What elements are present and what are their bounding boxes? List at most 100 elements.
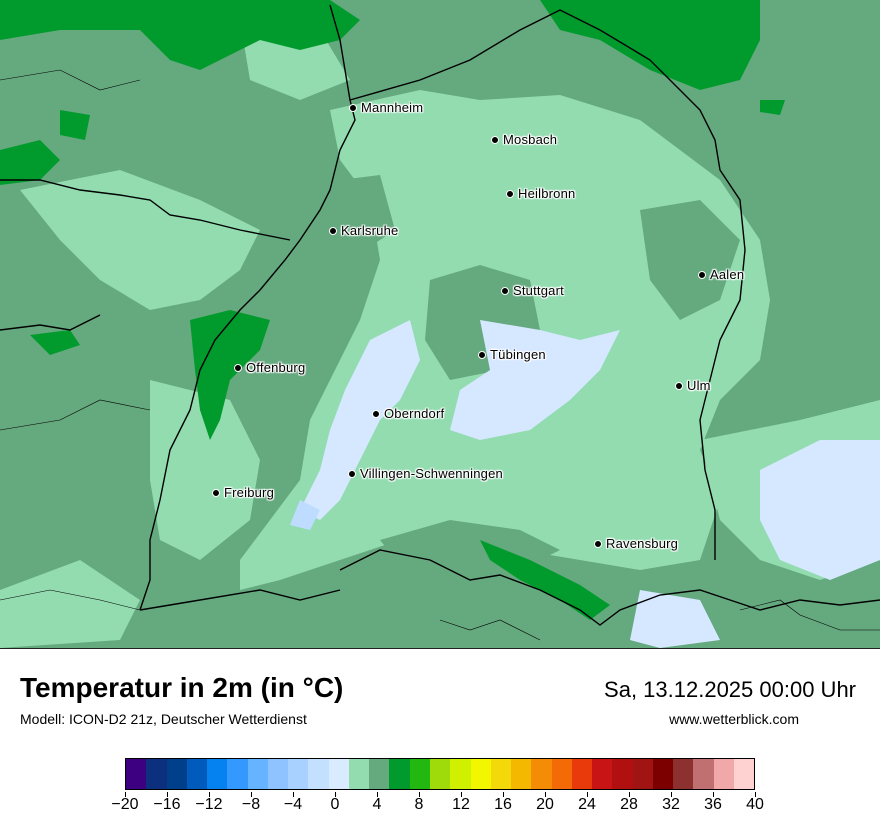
legend-tick-mark — [755, 792, 756, 797]
legend-swatch — [652, 759, 674, 789]
legend-tick-mark — [335, 792, 336, 797]
city-label: Mosbach — [503, 132, 558, 147]
legend-swatch — [207, 759, 228, 789]
city-marker-icon — [491, 135, 499, 144]
legend-tick-label: 0 — [330, 796, 340, 813]
legend-tick-label: −20 — [111, 796, 139, 813]
model-subtitle: Modell: ICON-D2 21z, Deutscher Wetterdie… — [20, 711, 307, 727]
legend-tick-label: 40 — [746, 796, 764, 813]
legend-swatch — [673, 759, 694, 789]
legend-tick-label: 28 — [620, 796, 638, 813]
legend-swatch — [551, 759, 572, 789]
city-marker-icon — [212, 488, 220, 497]
legend-tick-label: 24 — [578, 796, 596, 813]
legend-tick-mark — [167, 792, 168, 797]
legend-swatch — [389, 759, 410, 789]
city-marker-icon — [348, 469, 356, 478]
legend-swatch — [166, 759, 187, 789]
legend-swatch — [308, 759, 329, 789]
legend-swatch — [733, 759, 755, 789]
legend-tick-label: −4 — [283, 796, 303, 813]
city-karlsruhe: Karlsruhe — [329, 223, 398, 238]
city-marker-icon — [594, 539, 602, 548]
city-stuttgart: Stuttgart — [501, 283, 564, 298]
legend-tick-mark — [545, 792, 546, 797]
legend-tick-mark — [713, 792, 714, 797]
legend-tick-label: −16 — [153, 796, 181, 813]
city-label: Mannheim — [361, 100, 424, 115]
city-marker-icon — [234, 363, 242, 372]
city-label: Freiburg — [224, 485, 275, 500]
legend-swatch — [328, 759, 349, 789]
city-marker-icon — [501, 286, 509, 295]
legend-tick-label: 20 — [536, 796, 554, 813]
legend-tick-label: 32 — [662, 796, 680, 813]
legend-swatch — [186, 759, 208, 789]
city-aalen: Aalen — [698, 267, 744, 282]
legend-swatch — [592, 759, 613, 789]
legend-swatch — [470, 759, 491, 789]
legend-tick-mark — [671, 792, 672, 797]
legend-swatch — [632, 759, 653, 789]
legend-swatch — [490, 759, 512, 789]
color-scale-legend — [125, 758, 755, 790]
city-mannheim: Mannheim — [349, 100, 423, 115]
legend-swatch — [288, 759, 309, 789]
city-label: Villingen-Schwenningen — [360, 466, 503, 481]
legend-swatch — [348, 759, 370, 789]
city-marker-icon — [478, 350, 486, 359]
legend-tick-label: 8 — [414, 796, 424, 813]
city-ravensburg: Ravensburg — [594, 536, 678, 551]
city-label: Aalen — [710, 267, 745, 282]
legend-swatch — [227, 759, 248, 789]
website-label: www.wetterblick.com — [669, 711, 799, 727]
legend-swatch — [369, 759, 390, 789]
city-label: Ulm — [687, 378, 711, 393]
city-villingen-schwenningen: Villingen-Schwenningen — [348, 466, 503, 481]
city-label: Tübingen — [490, 347, 546, 362]
legend-swatch — [450, 759, 471, 789]
legend-swatch — [693, 759, 714, 789]
legend-swatch — [247, 759, 268, 789]
temperature-map-graphic — [0, 0, 880, 648]
legend-swatch — [146, 759, 167, 789]
legend-swatch — [409, 759, 430, 789]
city-marker-icon — [372, 409, 380, 418]
legend-tick-mark — [293, 792, 294, 797]
city-oberndorf: Oberndorf — [372, 406, 444, 421]
legend-tick-mark — [461, 792, 462, 797]
city-marker-icon — [349, 103, 357, 112]
city-offenburg: Offenburg — [234, 360, 305, 375]
legend-tick-mark — [377, 792, 378, 797]
legend-swatch — [126, 759, 147, 789]
legend-tick-label: −12 — [195, 796, 223, 813]
color-scale-ticks: −20 −16 −12 −8 −4 0 4 8 12 16 20 24 28 32 36 40 — [111, 792, 764, 822]
legend-tick-mark — [209, 792, 210, 797]
legend-tick-mark — [419, 792, 420, 797]
city-label: Oberndorf — [384, 406, 445, 421]
legend-tick-label: −8 — [241, 796, 261, 813]
legend-tick-label: 16 — [494, 796, 512, 813]
city-label: Heilbronn — [518, 186, 576, 201]
legend-tick-mark — [251, 792, 252, 797]
legend-tick-mark — [125, 792, 126, 797]
city-label: Ravensburg — [606, 536, 679, 551]
legend-swatch — [511, 759, 532, 789]
city-marker-icon — [329, 226, 337, 235]
city-label: Karlsruhe — [341, 223, 399, 238]
city-label: Stuttgart — [513, 283, 564, 298]
weather-map: Mannheim Mosbach Heilbronn Karlsruhe Aal… — [0, 0, 880, 649]
map-title: Temperatur in 2m (in °C) — [20, 672, 344, 703]
legend-swatch — [429, 759, 451, 789]
city-freiburg: Freiburg — [212, 485, 274, 500]
legend-swatch — [571, 759, 593, 789]
legend-tick-label: 36 — [704, 796, 722, 813]
city-mosbach: Mosbach — [491, 132, 557, 147]
legend-tick-label: 12 — [452, 796, 470, 813]
forecast-datetime: Sa, 13.12.2025 00:00 Uhr — [604, 677, 856, 702]
city-marker-icon — [506, 189, 514, 198]
legend-tick-label: 4 — [372, 796, 382, 813]
legend-tick-mark — [629, 792, 630, 797]
city-marker-icon — [698, 270, 706, 279]
legend-tick-mark — [587, 792, 588, 797]
